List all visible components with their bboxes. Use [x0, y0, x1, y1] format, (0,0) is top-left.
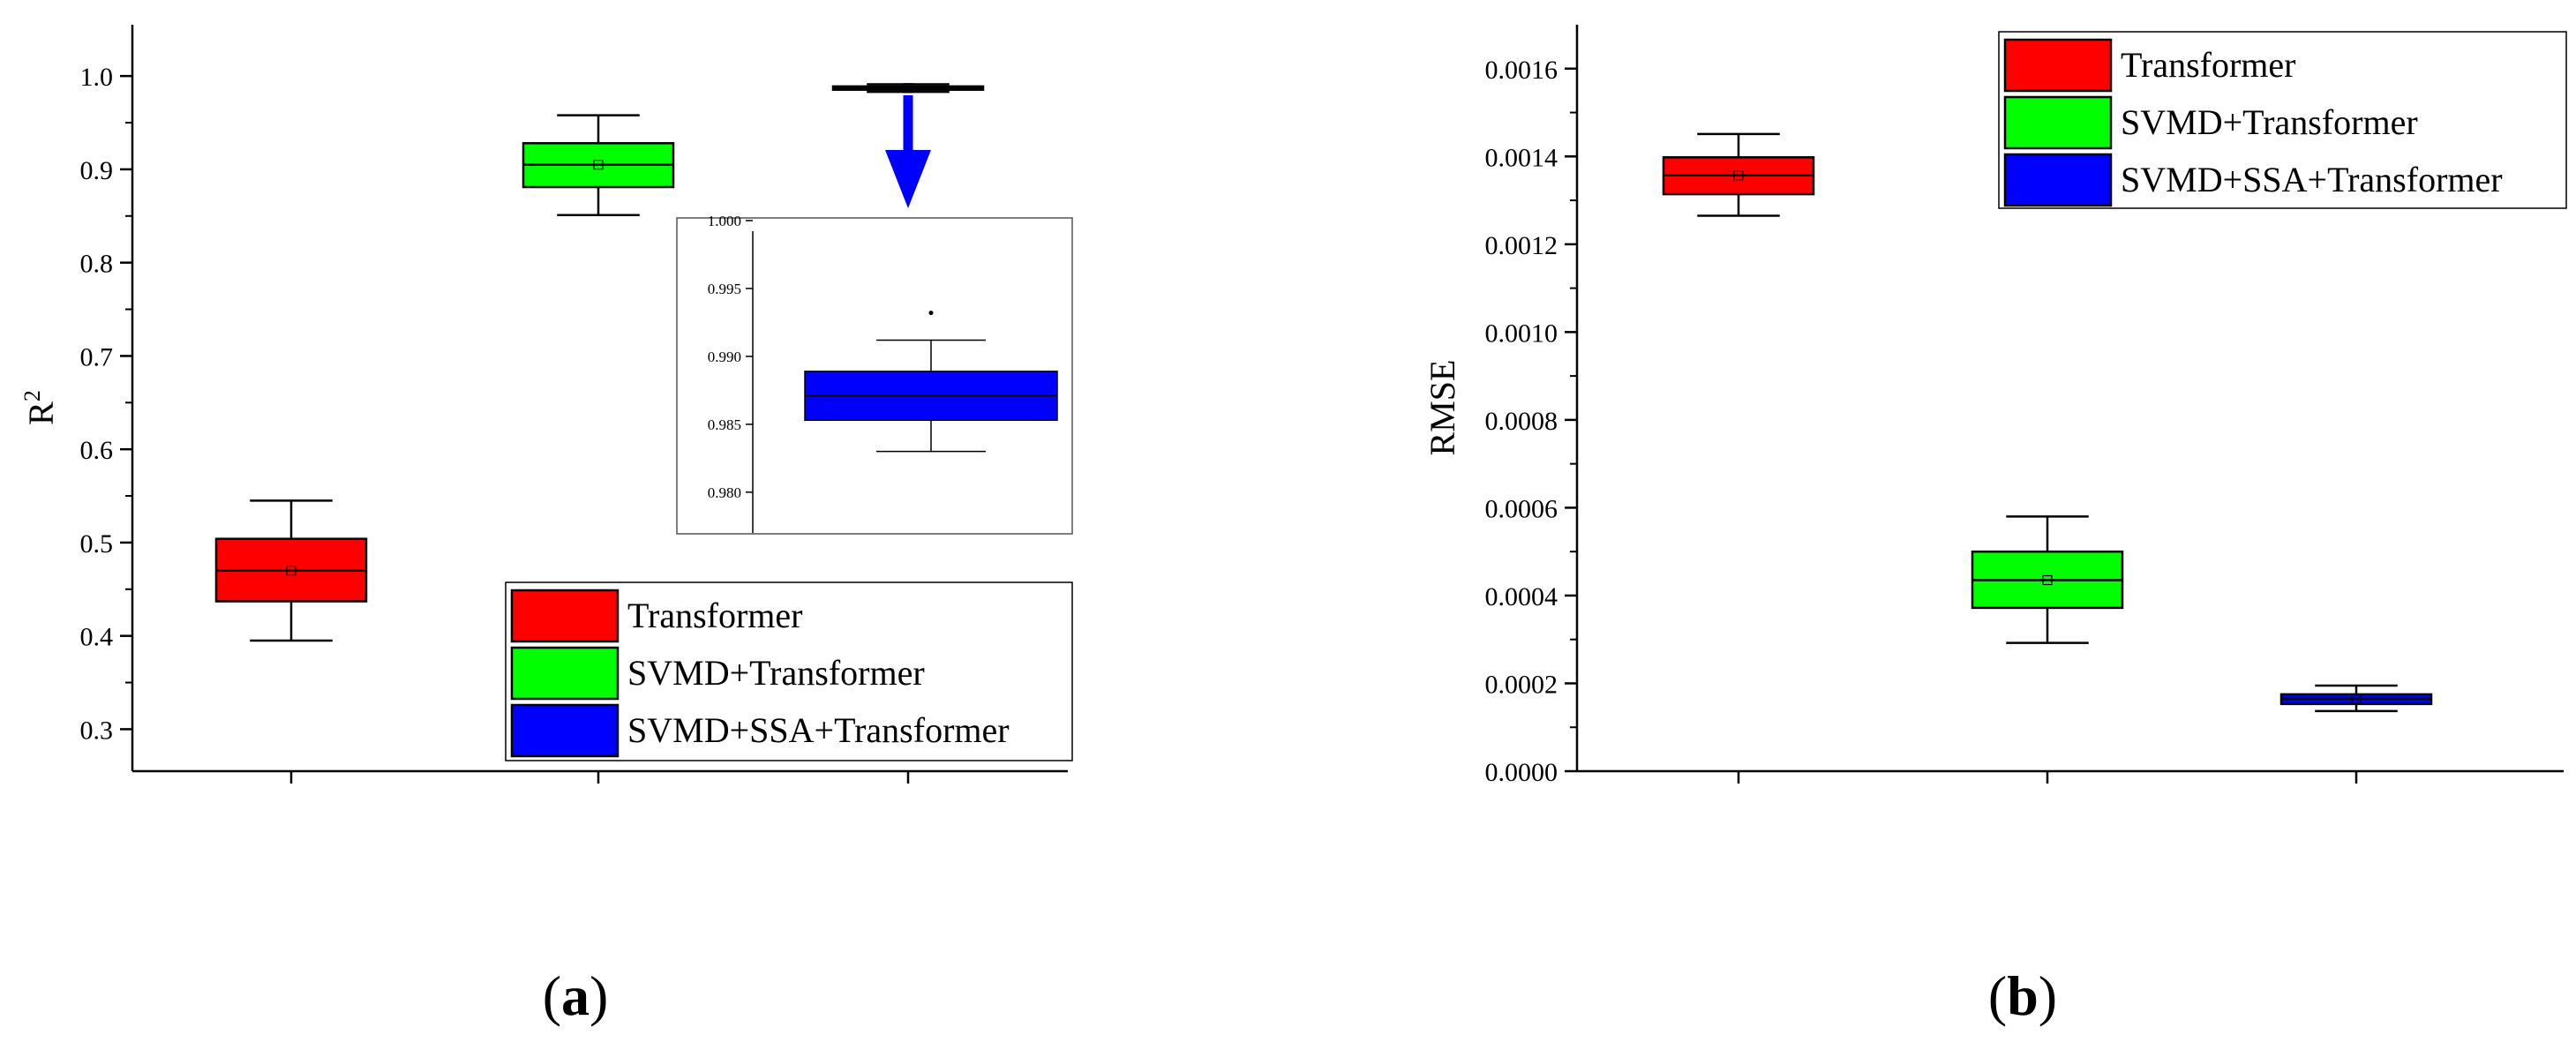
inset-zoom-a: 1.000 0.995 0.990 0.985 0.980 — [676, 213, 1073, 535]
a-box-2 — [522, 114, 675, 216]
b-mean-marker — [2351, 694, 2362, 704]
b-y-tick-label: 0.0006 — [1485, 494, 1558, 523]
a-y-tick-label: 0.3 — [80, 716, 114, 745]
a-inset-y-tick-label: 1.000 — [708, 213, 741, 229]
b-y-tick-label: 0.0012 — [1485, 231, 1558, 260]
a-y-tick-label: 0.7 — [80, 342, 114, 371]
b-box-3 — [2279, 684, 2433, 713]
panel-caption-letter-b: b — [2007, 964, 2039, 1027]
b-y-tick-label: 0.0002 — [1485, 670, 1558, 699]
a-legend-swatch — [510, 646, 620, 701]
chart-panel-b: 0.0000 0.0002 0.0004 0.0006 0.0008 0.0010 0.00… — [1423, 25, 2567, 1027]
b-legend-swatch — [2003, 95, 2113, 150]
b-y-tick-label: 0.0000 — [1485, 758, 1558, 787]
a-inset-y-tick-label: 0.985 — [708, 416, 741, 433]
panel-caption-a: (a) — [543, 964, 609, 1027]
panel-caption-b: (b) — [1988, 964, 2057, 1027]
b-box-2 — [1971, 515, 2124, 644]
b-mean-marker — [2042, 574, 2053, 586]
a-y-tick-label: 0.5 — [80, 529, 114, 559]
chart-panel-a: 0.30.40.50.60.70.80.91.0 R2 1.0000.9950.… — [19, 25, 1073, 1027]
b-legend-swatch — [2003, 38, 2113, 93]
y-axis-label-b: RMSE — [1423, 360, 1462, 456]
boxes-b — [1662, 132, 2433, 713]
a-legend-label: SVMD+SSA+Transformer — [627, 710, 1010, 750]
b-box-1 — [1662, 132, 1815, 217]
a-mean-marker — [286, 566, 297, 576]
a-inset-outlier-point — [928, 311, 934, 316]
b-legend-swatch — [2003, 153, 2113, 207]
a-legend-swatch — [510, 703, 620, 758]
b-y-tick-label: 0.0016 — [1485, 56, 1558, 85]
b-y-tick-label: 0.0010 — [1485, 319, 1558, 348]
b-legend-label: SVMD+Transformer — [2121, 102, 2418, 142]
b-y-tick-label: 0.0004 — [1485, 582, 1558, 611]
panel-caption-letter-a: a — [561, 964, 590, 1027]
b-legend-label: SVMD+SSA+Transformer — [2121, 160, 2503, 199]
legend-a: Transformer SVMD+Transformer SVMD+SSA+Tran… — [505, 581, 1073, 761]
a-mean-marker — [593, 160, 604, 170]
a-y-tick-label: 0.4 — [80, 623, 114, 652]
axes-a: 0.3 0.4 0.5 0.6 0.7 0.8 0.9 1.0 — [80, 25, 1068, 784]
a-y-tick-label: 0.6 — [80, 436, 114, 465]
boxes-a — [214, 83, 985, 642]
a-box-3 — [831, 83, 985, 94]
legend-b: Transformer SVMD+Transformer SVMD+SSA+Tran… — [1998, 31, 2567, 209]
a-legend-label: Transformer — [627, 596, 803, 635]
b-y-tick-label: 0.0014 — [1485, 143, 1558, 172]
a-legend-swatch — [510, 589, 620, 643]
a-y-tick-label: 0.9 — [80, 156, 114, 185]
b-mean-marker — [1733, 170, 1744, 181]
axes-b: 0.0000 0.0002 0.0004 0.0006 0.0008 0.0010 0.00… — [1485, 25, 2564, 787]
a-y-tick-label: 0.8 — [80, 250, 114, 279]
a-y-tick-label: 1.0 — [80, 63, 114, 92]
a-inset-y-tick-label: 0.990 — [708, 349, 741, 365]
b-y-tick-label: 0.0008 — [1485, 407, 1558, 436]
b-legend-label: Transformer — [2121, 45, 2296, 85]
a-box-1 — [214, 499, 368, 642]
a-inset-y-tick-label: 0.980 — [708, 484, 741, 501]
y-axis-label-a: R2 — [19, 390, 61, 425]
a-inset-y-tick-label: 0.995 — [708, 281, 741, 297]
a-legend-label: SVMD+Transformer — [627, 653, 925, 693]
zoom-arrow-a — [885, 95, 931, 208]
a-mean-marker — [903, 83, 913, 94]
